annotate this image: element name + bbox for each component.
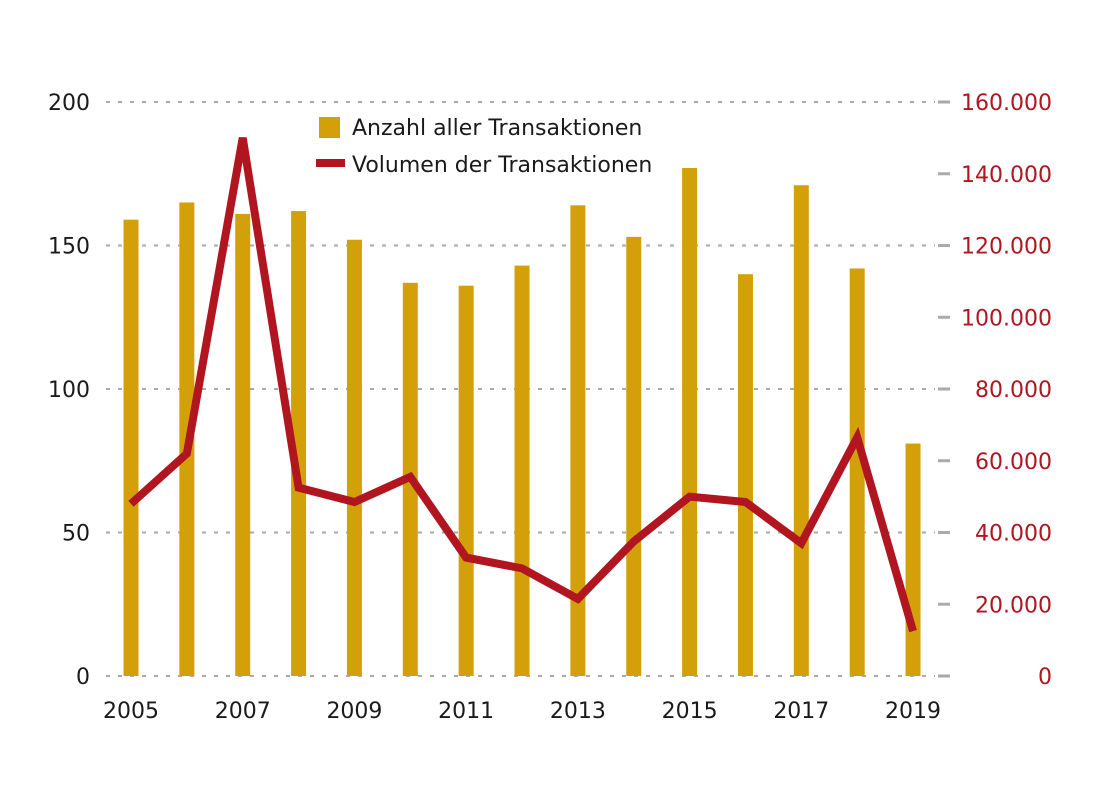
bar-2009 xyxy=(347,240,362,676)
right-tick-label: 80.000 xyxy=(975,378,1052,403)
right-tick-label: 140.000 xyxy=(961,163,1052,188)
left-tick-label: 0 xyxy=(76,665,90,690)
legend-label-line: Volumen der Transaktionen xyxy=(352,153,652,178)
bars xyxy=(124,168,921,676)
x-tick-label: 2017 xyxy=(773,699,829,724)
bar-2013 xyxy=(570,205,585,676)
right-tick-label: 60.000 xyxy=(975,450,1052,475)
left-tick-label: 50 xyxy=(62,522,90,547)
left-tick-label: 200 xyxy=(48,91,90,116)
bar-2012 xyxy=(515,266,530,676)
bar-2007 xyxy=(235,214,250,676)
bar-2016 xyxy=(738,274,753,676)
x-tick-label: 2019 xyxy=(885,699,941,724)
x-axis: 2005 2007 2009 2011 2013 2015 2017 2019 xyxy=(103,699,941,724)
x-tick-label: 2013 xyxy=(550,699,606,724)
bar-2018 xyxy=(850,268,865,676)
x-tick-label: 2009 xyxy=(326,699,382,724)
legend-swatch-bar xyxy=(319,117,340,138)
bar-2017 xyxy=(794,185,809,676)
x-tick-label: 2007 xyxy=(215,699,271,724)
left-tick-label: 150 xyxy=(48,235,90,260)
right-tick-label: 40.000 xyxy=(975,522,1052,547)
x-tick-label: 2005 xyxy=(103,699,159,724)
bar-2005 xyxy=(124,220,139,676)
left-tick-label: 100 xyxy=(48,378,90,403)
left-axis: 0 50 100 150 200 xyxy=(48,91,90,690)
legend: Anzahl aller Transaktionen Volumen der T… xyxy=(316,116,652,178)
legend-swatch-line xyxy=(316,159,345,167)
x-tick-label: 2011 xyxy=(438,699,494,724)
right-tick-label: 120.000 xyxy=(961,235,1052,260)
right-tick-label: 0 xyxy=(1038,665,1052,690)
x-tick-label: 2015 xyxy=(662,699,718,724)
right-axis: 0 20.000 40.000 60.000 80.000 100.000 120.000 1… xyxy=(938,91,1052,690)
bar-2011 xyxy=(459,286,474,676)
bar-2015 xyxy=(682,168,697,676)
legend-label-bar: Anzahl aller Transaktionen xyxy=(352,116,642,141)
bar-2014 xyxy=(626,237,641,676)
right-tick-label: 100.000 xyxy=(961,306,1052,331)
right-tick-label: 20.000 xyxy=(975,593,1052,618)
right-tick-label: 160.000 xyxy=(961,91,1052,116)
bar-2019 xyxy=(906,444,921,676)
